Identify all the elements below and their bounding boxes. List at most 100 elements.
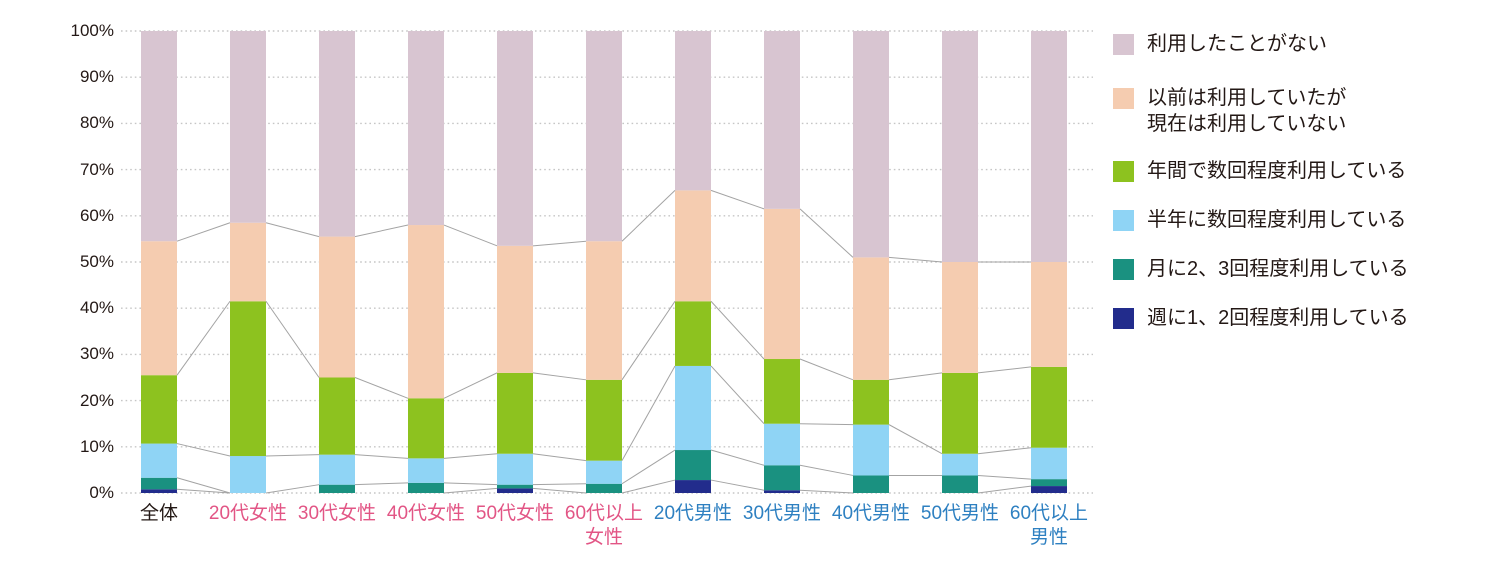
bar-segment — [1031, 479, 1067, 487]
bar-segment — [408, 31, 444, 226]
x-axis-label-line: 女性 — [584, 527, 623, 548]
series-connector-line — [710, 365, 765, 425]
x-axis-label-line: 50代男性 — [920, 503, 1000, 524]
bar-segment — [230, 456, 266, 493]
bar-segment — [1031, 447, 1067, 480]
bar-segment — [853, 379, 889, 425]
y-axis-label: 100% — [70, 21, 114, 40]
series-connector-line — [532, 453, 587, 462]
bar-segment — [1031, 366, 1067, 448]
y-axis-label: 70% — [79, 159, 114, 179]
bar-segment — [1031, 31, 1067, 262]
series-connector-line — [176, 477, 231, 494]
bar-segment — [497, 453, 533, 485]
series-connector-line — [443, 482, 498, 486]
series-connector-line — [532, 487, 587, 494]
legend-label: 半年に数回程度利用している — [1147, 207, 1406, 233]
series-connector-line — [443, 224, 498, 247]
x-axis-label-line: 60代以上 — [1009, 503, 1089, 524]
bar-segment — [230, 31, 266, 223]
bar-segment — [1031, 262, 1067, 367]
x-axis-label-line: 20代女性 — [208, 503, 288, 524]
bar-segment — [497, 31, 533, 246]
y-axis-label: 30% — [79, 344, 114, 364]
series-connector-line — [532, 483, 587, 486]
bar-segment — [764, 359, 800, 424]
bar-segment — [141, 31, 177, 242]
x-axis-label-line: 40代男性 — [831, 503, 911, 524]
x-axis-label: 40代男性 — [816, 502, 926, 526]
series-connector-line — [532, 240, 587, 247]
series-connector-line — [354, 377, 409, 399]
legend-label: 年間で数回程度利用している — [1147, 158, 1406, 184]
x-axis-label: 20代男性 — [638, 502, 748, 526]
legend-item: 年間で数回程度利用している — [1113, 158, 1406, 184]
y-axis-label: 20% — [79, 390, 114, 410]
series-connector-line — [176, 222, 231, 242]
bar-segment — [675, 365, 711, 451]
series-connector-line — [977, 447, 1032, 455]
bar-segment — [853, 424, 889, 476]
legend-item: 半年に数回程度利用している — [1113, 207, 1406, 233]
series-connector-line — [354, 482, 409, 486]
bar-segment — [319, 454, 355, 485]
y-axis-label: 40% — [79, 298, 114, 318]
bar-segment — [675, 301, 711, 366]
bar-segment — [497, 484, 533, 489]
series-connector-line — [710, 479, 765, 491]
legend-swatch — [1113, 308, 1134, 329]
legend-swatch — [1113, 34, 1134, 55]
bar-segment — [586, 483, 622, 493]
series-connector-line — [710, 449, 765, 466]
series-connector-line — [265, 454, 320, 457]
series-connector-line — [799, 358, 854, 381]
bar-segment — [408, 398, 444, 459]
series-connector-line — [265, 484, 320, 494]
legend-label-line: 現在は利用していない — [1147, 113, 1347, 135]
bar-segment — [141, 489, 177, 493]
bar-segment — [764, 31, 800, 209]
bar-segment — [853, 475, 889, 493]
bar-segment — [675, 480, 711, 493]
bar-segment — [586, 460, 622, 484]
legend-label-line: 利用したことがない — [1147, 33, 1327, 55]
x-axis-label: 40代女性 — [371, 502, 481, 526]
legend-item: 週に1、2回程度利用している — [1113, 305, 1409, 331]
bar-segment — [586, 241, 622, 380]
y-axis-label: 0% — [89, 483, 114, 502]
bar-segment — [1031, 486, 1067, 493]
x-axis-label-line: 50代女性 — [475, 503, 555, 524]
series-connector-line — [977, 485, 1032, 494]
series-connector-line — [977, 366, 1032, 374]
bar-segment — [319, 236, 355, 378]
series-connector-line — [799, 423, 854, 426]
y-axis-label: 60% — [79, 205, 114, 225]
x-axis-label: 30代女性 — [282, 502, 392, 526]
legend-label: 利用したことがない — [1147, 31, 1327, 57]
legend-label: 以前は利用していたが 現在は利用していない — [1147, 85, 1346, 137]
bar-segment — [230, 301, 266, 457]
legend-label-line: 半年に数回程度利用している — [1147, 209, 1407, 231]
bar-segment — [942, 31, 978, 262]
series-connector-line — [443, 487, 498, 494]
legend-label: 月に2、3回程度利用している — [1147, 256, 1409, 282]
series-connector-line — [621, 449, 676, 485]
bar-segment — [141, 443, 177, 478]
bar-segment — [319, 484, 355, 493]
bar-segment — [586, 379, 622, 461]
legend-item: 利用したことがない — [1113, 31, 1327, 57]
series-connector-line — [176, 300, 231, 376]
bar-segment — [408, 482, 444, 493]
bar-segment — [853, 257, 889, 380]
series-connector-line — [443, 453, 498, 459]
legend-swatch — [1113, 210, 1134, 231]
series-connector-line — [977, 474, 1032, 480]
bar-segment — [675, 450, 711, 481]
bar-segment — [675, 31, 711, 191]
series-connector-line — [621, 479, 676, 494]
x-axis-label-line: 男性 — [1029, 527, 1068, 548]
legend-item: 月に2、3回程度利用している — [1113, 256, 1409, 282]
series-connector-line — [799, 489, 854, 494]
